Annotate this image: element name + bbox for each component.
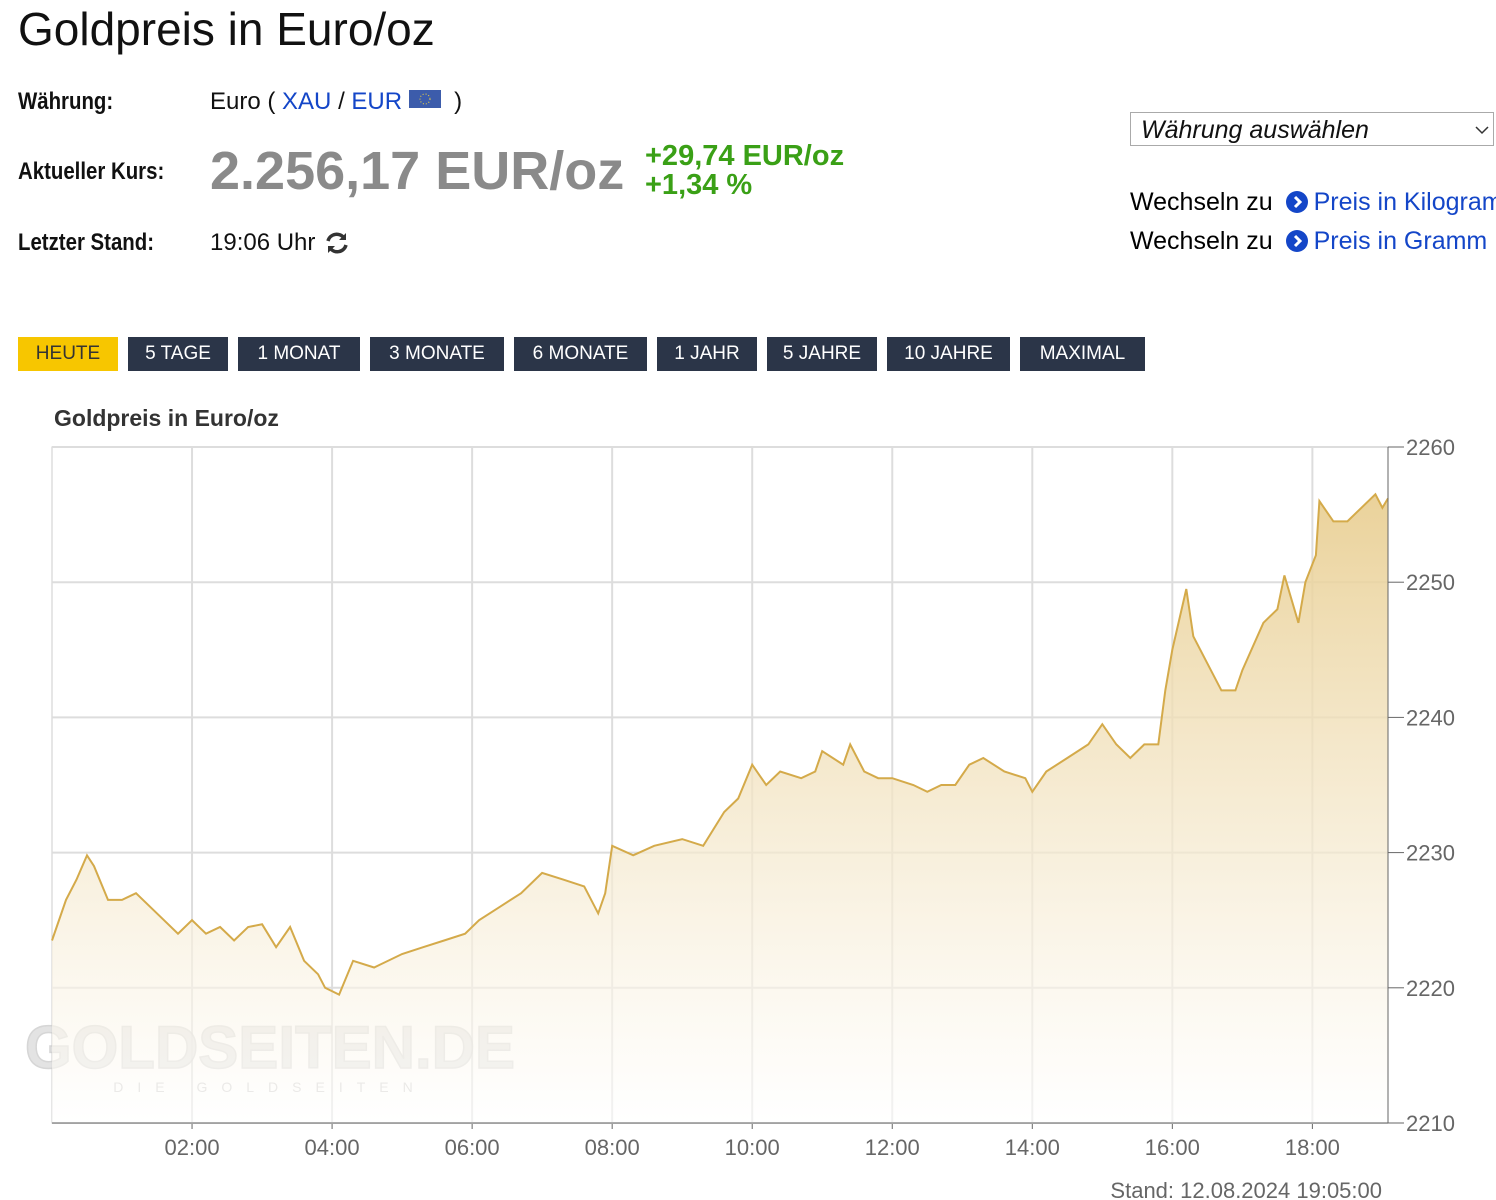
line — [51, 492, 1389, 996]
chart-title: Goldpreis in Euro/oz — [54, 405, 279, 431]
x-tick-label: 18:00 — [1285, 1135, 1340, 1160]
label: Währung: — [18, 88, 114, 115]
x-tick-label: 08:00 — [585, 1135, 640, 1160]
text: Wechseln zu — [1130, 227, 1273, 255]
x-tick-label: 12:00 — [865, 1135, 920, 1160]
footnote: Stand: 12.08.2024 19:05:00 — [1110, 1178, 1382, 1200]
x-tick-label: 10:00 — [725, 1135, 780, 1160]
currency: Euro ( XAU / EUR ) — [210, 88, 462, 116]
x-tick-label: 14:00 — [1005, 1135, 1060, 1160]
text: Wechseln zu — [1130, 188, 1273, 216]
x-tick-label: 02:00 — [165, 1135, 220, 1160]
tab[interactable]: HEUTE — [18, 337, 118, 371]
label: Letzter Stand: — [18, 229, 155, 256]
chevron — [1475, 126, 1489, 135]
refresh-icon[interactable] — [324, 230, 350, 256]
text: / — [338, 88, 345, 115]
y-tick-label: 2240 — [1406, 705, 1455, 730]
y-tick-label: 2230 — [1406, 841, 1455, 866]
tab[interactable]: 1 MONAT — [238, 337, 360, 371]
page-title: Goldpreis in Euro/oz — [18, 3, 435, 55]
switch-link: Wechseln zu Preis in Kilogramm — [1130, 188, 1496, 217]
change-pct: +1,34 % — [645, 169, 753, 201]
x-tick-label: 06:00 — [445, 1135, 500, 1160]
x-tick-label: 16:00 — [1145, 1135, 1200, 1160]
link[interactable]: XAU — [282, 88, 332, 115]
label: Aktueller Kurs: — [18, 158, 165, 185]
y-tick-label: 2250 — [1406, 570, 1455, 595]
time: 19:06 Uhr — [210, 229, 316, 256]
switch-link: Wechseln zu Preis in Gramm — [1130, 227, 1487, 256]
tab[interactable]: 1 JAHR — [657, 337, 757, 371]
tab[interactable]: 5 TAGE — [128, 337, 228, 371]
chart: Goldpreis in Euro/oz 02:00 04:00 06:00 08:0… — [24, 405, 1455, 1200]
y-tick-label: 2210 — [1406, 1111, 1455, 1136]
link[interactable]: Preis in Kilogramm — [1313, 188, 1496, 216]
link[interactable]: EUR — [351, 88, 403, 115]
tab[interactable]: 5 JAHRE — [767, 337, 877, 371]
tab[interactable]: 6 MONATE — [514, 337, 647, 371]
select-text: Währung auswählen — [1141, 116, 1369, 144]
eu-flag — [408, 90, 441, 108]
text: Euro ( — [210, 88, 276, 115]
price: 2.256,17 EUR/oz — [210, 141, 625, 201]
tab[interactable]: 3 MONATE — [370, 337, 504, 371]
arrow-icon — [1285, 191, 1308, 213]
area — [52, 494, 1388, 1123]
x-tick-label: 04:00 — [305, 1135, 360, 1160]
y-tick-label: 2260 — [1406, 435, 1455, 460]
tab[interactable]: 10 JAHRE — [887, 337, 1010, 371]
select[interactable]: Währung auswählen — [1130, 112, 1494, 146]
tab[interactable]: MAXIMAL — [1020, 337, 1145, 371]
text: ) — [454, 88, 463, 115]
link[interactable]: Preis in Gramm — [1313, 227, 1488, 255]
y-tick-label: 2220 — [1406, 976, 1455, 1001]
arrow-icon — [1285, 230, 1308, 252]
change: +29,74 EUR/oz — [645, 140, 845, 172]
